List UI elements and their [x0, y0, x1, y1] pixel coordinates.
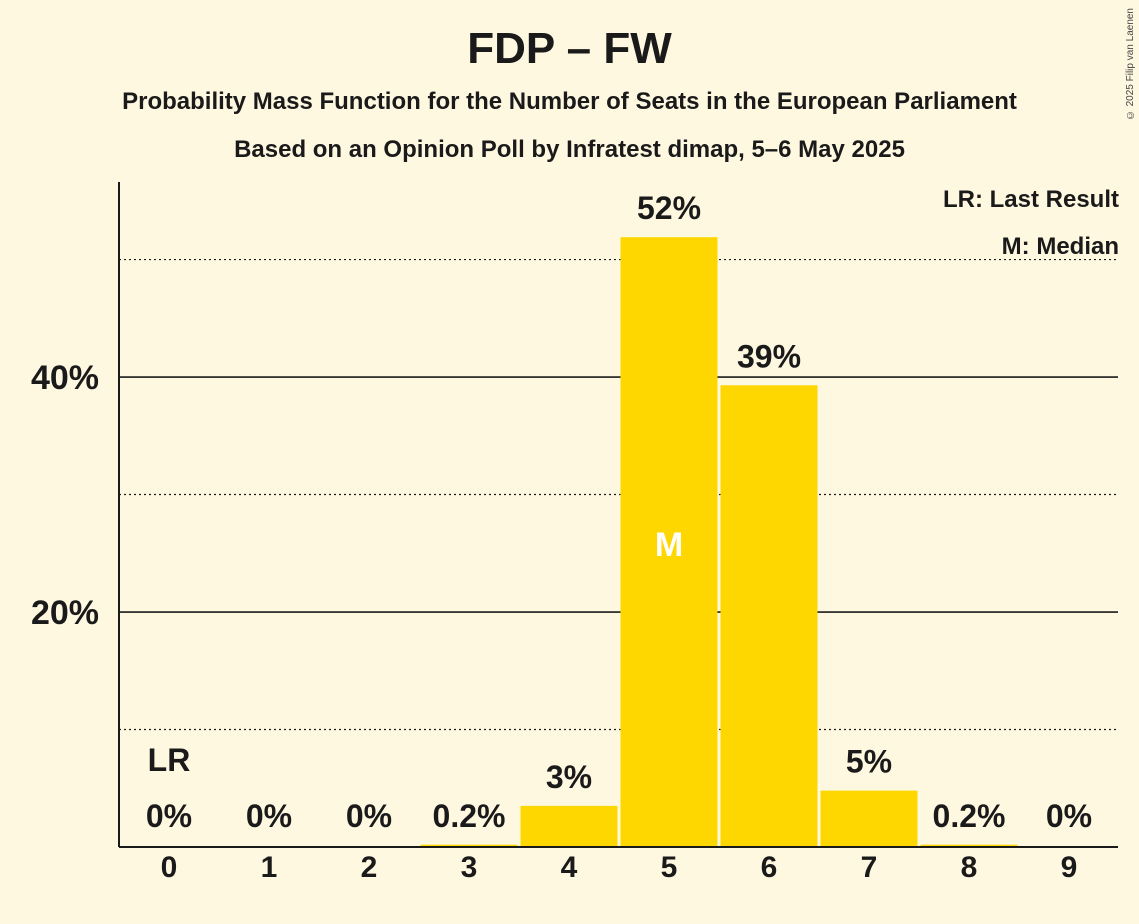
bar-3 — [420, 844, 518, 847]
bar-value-label: 0% — [346, 798, 392, 834]
bar-value-label: 0% — [1046, 798, 1092, 834]
chart-subtitle: Probability Mass Function for the Number… — [122, 88, 1017, 115]
bar-6 — [720, 385, 818, 847]
chart-source-line: Based on an Opinion Poll by Infratest di… — [234, 136, 905, 163]
bar-value-label: 39% — [737, 338, 801, 374]
bar-value-label: 3% — [546, 759, 592, 795]
bar-7 — [820, 790, 918, 847]
bar-value-label: 5% — [846, 744, 892, 780]
x-tick-label: 8 — [961, 851, 978, 884]
bar-value-label: 0.2% — [433, 798, 506, 834]
y-tick-label: 20% — [31, 594, 99, 632]
x-tick-label: 0 — [161, 851, 178, 884]
x-tick-label: 3 — [461, 851, 478, 884]
x-tick-label: 1 — [261, 851, 278, 884]
x-tick-label: 9 — [1061, 851, 1078, 884]
bar-value-label: 0% — [246, 798, 292, 834]
bar-value-label: 0.2% — [933, 798, 1006, 834]
x-tick-label: 2 — [361, 851, 378, 884]
bar-value-label: 0% — [146, 798, 192, 834]
x-tick-label: 7 — [861, 851, 878, 884]
legend-last-result: LR: Last Result — [942, 186, 1119, 213]
bar-4 — [520, 805, 618, 847]
median-marker: M — [655, 526, 683, 564]
x-tick-label: 6 — [761, 851, 778, 884]
last-result-marker: LR — [148, 742, 191, 778]
legend-median: M: Median — [1001, 233, 1119, 260]
x-tick-label: 4 — [561, 851, 578, 884]
y-tick-label: 40% — [31, 359, 99, 397]
x-tick-label: 5 — [661, 851, 678, 884]
bar-8 — [920, 844, 1018, 847]
bar-5 — [620, 237, 718, 848]
chart-title: FDP – FW — [467, 24, 672, 73]
bar-value-label: 52% — [637, 190, 701, 226]
